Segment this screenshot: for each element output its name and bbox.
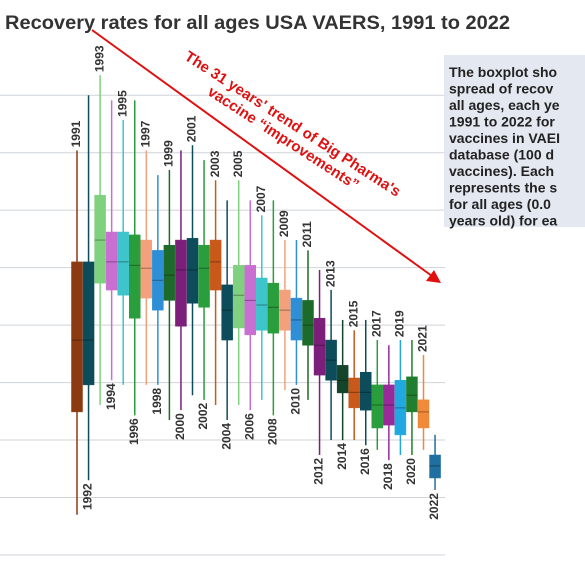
box [429,454,441,479]
box [82,261,95,386]
note-line: years old) for ea [449,213,557,229]
box [94,194,106,284]
note-line: 1991 to 2022 for [449,114,555,130]
annotation-line: vaccine “improvements” [204,83,361,194]
box [129,234,141,319]
x-tick-label: 2013 [323,260,337,287]
note-line: represents the s [449,180,557,196]
note-line: for all ages (0.0 [449,196,551,212]
x-tick-label: 2009 [277,210,291,237]
box [209,239,222,291]
note-box [444,55,585,227]
box [232,265,245,329]
x-tick-label: 2002 [196,403,210,430]
note-line: all ages, each ye [449,97,560,113]
box [371,384,384,429]
box [186,238,199,304]
x-tick-label: 2007 [254,185,268,212]
x-tick-label: 2018 [381,463,395,490]
x-tick-label: 2022 [427,493,441,520]
note: The boxplot sho spread of recov all ages, … [449,64,560,229]
x-tick-label: 1991 [69,120,83,147]
x-tick-label: 2015 [346,300,360,327]
x-tick-label: 2019 [393,310,407,337]
box [406,376,418,413]
x-tick-label: 1996 [127,418,141,445]
x-tick-label: 1992 [81,483,95,510]
box [221,284,233,341]
x-tick-label: 2020 [404,458,418,485]
arrow-head [426,270,441,283]
box [198,244,210,308]
x-tick-label: 1995 [115,90,129,117]
x-tick-label: 2005 [231,150,245,177]
box [325,339,337,381]
x-tick-label: 1993 [92,45,106,72]
x-tick-label: 1997 [138,120,152,147]
x-tick-label: 2006 [242,413,256,440]
box [256,277,268,331]
x-tick-label: 1998 [150,388,164,415]
box [140,239,153,299]
x-tick-label: 2021 [416,325,430,352]
box [152,250,164,311]
x-tick-label: 2014 [335,443,349,470]
note-line: vaccines in VAEI [449,130,560,146]
box [267,282,280,334]
arrow-line [91,29,433,277]
chart-title: Recovery rates for all ages USA VAERS, 1… [5,13,510,34]
note-line: spread of recov [449,81,553,97]
note-line: The boxplot sho [449,64,557,80]
box [336,365,349,394]
x-tick-label: 2000 [173,413,187,440]
box [394,380,407,436]
note-line: database (100 d [449,147,554,163]
box [71,261,83,413]
x-tick-label: 2016 [358,448,372,475]
box [163,244,176,301]
box [313,317,326,376]
box [117,231,129,296]
x-tick-label: 1994 [104,383,118,410]
box [175,239,187,327]
annotation: The 31 years' trend of Big Pharma'svacci… [172,48,403,215]
note-line: vaccines). Each [449,163,554,179]
x-tick-label: 2017 [369,310,383,337]
x-tick-label: 2004 [219,423,233,450]
box [360,371,372,411]
box [279,289,291,331]
x-tick-label: 1999 [162,140,176,167]
x-tick-label: 2003 [208,150,222,177]
box [302,300,314,346]
box [417,399,430,429]
box [383,384,395,426]
x-tick-label: 2011 [300,221,314,247]
x-tick-label: 2010 [289,388,303,415]
box [348,377,360,409]
x-tick-label: 2001 [185,115,199,142]
x-tick-label: 2008 [266,418,280,445]
box [244,265,256,336]
box [105,231,118,291]
box [290,297,303,341]
x-tick-label: 2012 [312,458,326,485]
